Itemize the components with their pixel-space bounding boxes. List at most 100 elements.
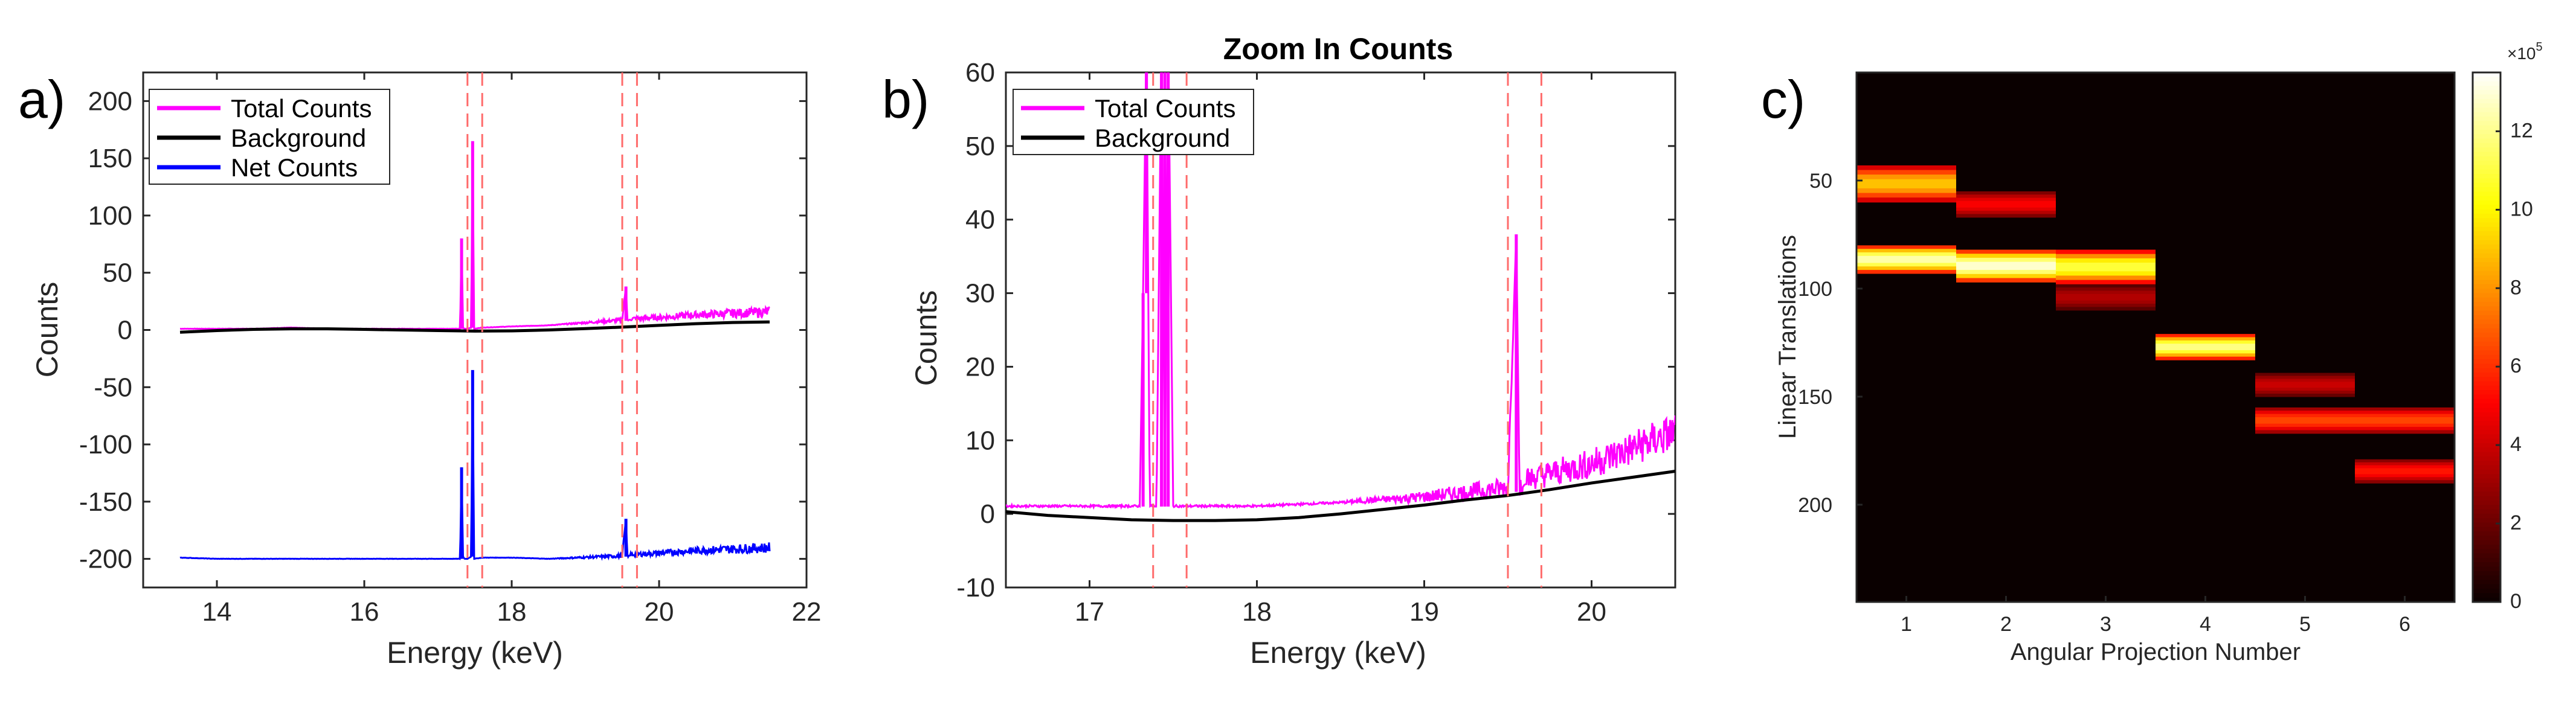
a-y-tick-label: 150 [88, 144, 132, 173]
b-series-total-counts [1006, 72, 1675, 510]
colorbar-segment [2473, 103, 2500, 109]
colorbar-segment [2473, 456, 2500, 461]
colorbar-segment [2473, 461, 2500, 466]
heatmap-band [2255, 376, 2355, 380]
heatmap-band [2355, 459, 2455, 463]
c-y-tick-label: 50 [1809, 170, 1832, 193]
heatmap-band [2156, 334, 2255, 338]
colorbar-segment [2473, 280, 2500, 285]
heatmap-band [2056, 271, 2156, 277]
colorbar-segment [2473, 324, 2500, 329]
panel-c-y-label: Linear Translations [1774, 235, 1801, 439]
heatmap-band [2355, 465, 2455, 469]
heatmap-band [1956, 257, 2056, 263]
a-x-tick-label: 18 [497, 597, 527, 627]
colorbar-tick-label: 0 [2510, 590, 2522, 613]
colorbar-gradient [2473, 72, 2500, 603]
colorbar-exponent-base: ×10 [2507, 44, 2536, 63]
a-x-tick-label: 16 [350, 597, 379, 627]
colorbar-segment [2473, 315, 2500, 321]
colorbar-segment [2473, 319, 2500, 325]
b-y-tick-label: 60 [965, 58, 995, 88]
panel-b-x-label: Energy (keV) [1250, 636, 1426, 670]
colorbar-segment [2473, 165, 2500, 170]
panel-a-x-ticks: 14 16 18 20 22 [202, 72, 822, 627]
heatmap-band [2056, 300, 2156, 304]
a-x-tick-label: 22 [792, 597, 822, 627]
colorbar-segment [2473, 302, 2500, 307]
heatmap-band [2156, 344, 2255, 348]
colorbar-segment [2473, 174, 2500, 179]
colorbar-segment [2473, 478, 2500, 484]
colorbar-segment [2473, 496, 2500, 501]
colorbar-segment [2473, 390, 2500, 395]
colorbar-tick-label: 8 [2510, 276, 2522, 299]
colorbar-segment [2473, 130, 2500, 135]
colorbar-segment [2473, 231, 2500, 237]
heatmap-band [1956, 200, 2056, 205]
heatmap-band [2156, 347, 2255, 351]
colorbar-segment [2473, 262, 2500, 267]
heatmap-band [2355, 414, 2455, 418]
colorbar-segment [2473, 474, 2500, 479]
colorbar-segment [2473, 107, 2500, 113]
colorbar-segment [2473, 438, 2500, 444]
heatmap-band [2355, 407, 2455, 411]
panel-b-y-label: Counts [909, 290, 943, 386]
a-y-tick-label: -100 [79, 430, 132, 459]
colorbar-segment [2473, 505, 2500, 510]
colorbar-segment [2473, 182, 2500, 188]
colorbar-segment [2473, 421, 2500, 426]
a-x-tick-label: 14 [202, 597, 232, 627]
colorbar-segment [2473, 425, 2500, 430]
a-series-net-counts [179, 401, 771, 561]
colorbar: 0 2 4 6 8 10 12 ×105 [2471, 40, 2543, 613]
colorbar-segment [2473, 368, 2500, 373]
heatmap-band [2056, 304, 2156, 307]
colorbar-segment [2473, 85, 2500, 91]
heatmap-band [2355, 420, 2455, 424]
heatmap-band [2056, 290, 2156, 295]
c-x-tick-label: 2 [2000, 613, 2012, 636]
colorbar-segment [2473, 385, 2500, 391]
colorbar-segment [2473, 571, 2500, 576]
colorbar-tick-label: 10 [2510, 197, 2533, 220]
colorbar-tick-label: 2 [2510, 511, 2522, 534]
colorbar-segment [2473, 222, 2500, 228]
colorbar-segment [2473, 377, 2500, 382]
colorbar-segment [2473, 341, 2500, 347]
heatmap-band [2056, 254, 2156, 259]
colorbar-tick-label: 6 [2510, 354, 2522, 377]
colorbar-segment [2473, 98, 2500, 104]
colorbar-segment [2473, 536, 2500, 541]
colorbar-segment [2473, 566, 2500, 572]
heatmap-band [1856, 252, 1956, 257]
panel-a-x-label: Energy (keV) [387, 636, 563, 670]
heatmap-band [2255, 382, 2355, 385]
heatmap-band [1856, 188, 1956, 194]
colorbar-segment [2473, 142, 2500, 149]
panel-c-x-ticks: 1 2 3 4 5 6 [1901, 596, 2410, 636]
colorbar-segment [2473, 275, 2500, 281]
colorbar-ticks: 0 2 4 6 8 10 12 [2496, 119, 2533, 613]
heatmap-band [1856, 263, 1956, 267]
heatmap-band [1856, 193, 1956, 198]
colorbar-segment [2473, 465, 2500, 470]
b-x-tick-label: 17 [1075, 597, 1104, 627]
c-x-tick-label: 6 [2399, 613, 2410, 636]
b-y-tick-label: 50 [965, 132, 995, 161]
colorbar-segment [2473, 205, 2500, 210]
colorbar-segment [2473, 289, 2500, 294]
colorbar-segment [2473, 469, 2500, 475]
heatmap-band [2156, 340, 2255, 344]
heatmap-band [2355, 468, 2455, 472]
panel-a-y-label: Counts [30, 282, 64, 377]
heatmap-band [1956, 270, 2056, 275]
heatmap-band [1856, 184, 1956, 189]
heatmap-band [1856, 179, 1956, 184]
heatmap-band [1956, 211, 2056, 215]
colorbar-segment [2473, 152, 2500, 157]
heatmap-band [2056, 297, 2156, 301]
colorbar-segment [2473, 245, 2500, 250]
colorbar-segment [2473, 253, 2500, 258]
